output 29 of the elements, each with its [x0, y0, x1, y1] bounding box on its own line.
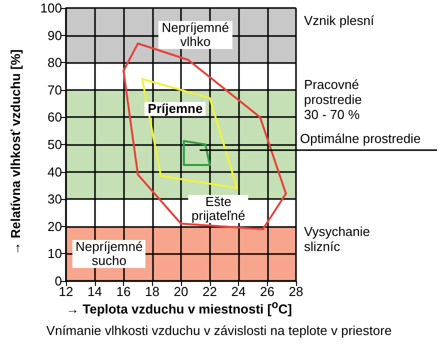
y-tick-label: 10	[48, 246, 62, 262]
x-tick-label: 26	[260, 284, 274, 299]
y-tick-label: 20	[48, 218, 62, 234]
y-tick-label: 30	[48, 192, 62, 207]
y-tick-label: 70	[48, 82, 62, 98]
band-label: Vznik plesní	[304, 13, 374, 28]
x-tick-label: 20	[174, 284, 188, 299]
band-label: Vysychanie slizníc	[304, 224, 370, 254]
y-axis-title: → Relatívna vlhkosť vzduchu [%]	[8, 48, 23, 254]
x-tick-label: 28	[288, 284, 304, 299]
x-tick-label: 22	[202, 284, 217, 299]
text: Optimálne prostredie	[300, 131, 421, 146]
y-tick-label: 90	[48, 28, 62, 43]
y-tick-label: 40	[48, 164, 62, 180]
x-tick-label: 14	[88, 284, 102, 299]
annotation: Nepríjemné sucho	[72, 238, 146, 268]
annotation: Ešte prijateľné	[188, 194, 248, 223]
x-tick-label: 18	[145, 284, 160, 299]
y-tick-label: 80	[48, 55, 62, 70]
annotation: Príjemne	[144, 101, 206, 116]
y-tick-label: 50	[48, 137, 62, 152]
y-tick-label: 60	[48, 110, 62, 125]
annotation: Nepríjemné vlhko	[158, 20, 232, 50]
y-tick-label: 100	[40, 0, 62, 16]
text: Vnímanie vlhkosti vzduchu v závislosti na teplote v priestore	[45, 323, 393, 338]
x-tick-label: 16	[116, 284, 131, 299]
x-tick-label: 24	[231, 284, 246, 299]
band-label: Pracovné prostredie 30 - 70 %	[304, 76, 362, 122]
x-axis-title: → Teplota vzduchu v miestnosti [$^{o}$C]	[66, 298, 292, 316]
